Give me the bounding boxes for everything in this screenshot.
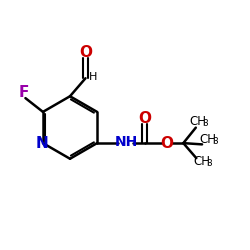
Text: H: H xyxy=(89,72,98,82)
Text: CH: CH xyxy=(199,134,216,146)
Text: O: O xyxy=(79,45,92,60)
Text: CH: CH xyxy=(189,115,206,128)
Text: O: O xyxy=(138,112,151,126)
Text: NH: NH xyxy=(115,136,138,149)
Text: 3: 3 xyxy=(206,160,212,168)
Text: N: N xyxy=(35,136,48,150)
Text: CH: CH xyxy=(193,156,210,168)
Text: O: O xyxy=(160,136,173,150)
Text: 3: 3 xyxy=(212,138,218,146)
Text: 3: 3 xyxy=(202,119,208,128)
Text: F: F xyxy=(19,85,29,100)
